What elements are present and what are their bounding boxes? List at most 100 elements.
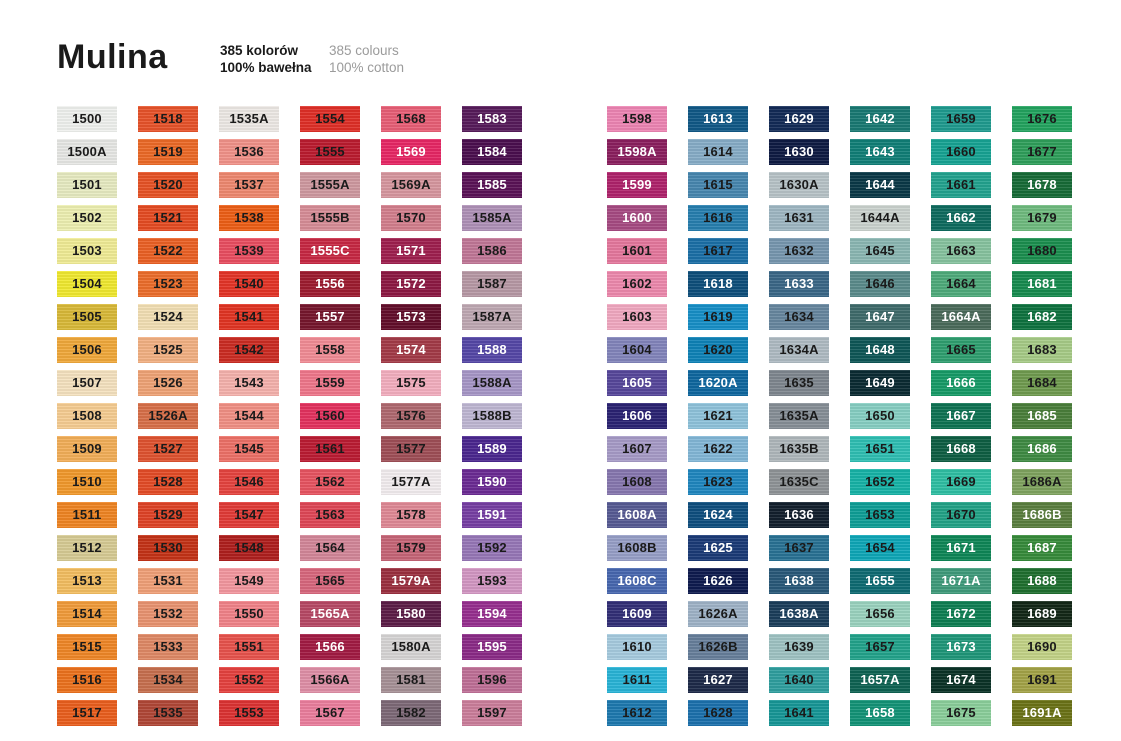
color-swatch-1577A: 1577A: [381, 469, 441, 495]
color-swatch-1536: 1536: [219, 139, 279, 165]
color-code: 1558: [315, 342, 345, 357]
color-swatch-1589: 1589: [462, 436, 522, 462]
color-code: 1635C: [779, 474, 819, 489]
color-code: 1573: [396, 309, 426, 324]
color-code: 1657: [865, 639, 895, 654]
color-swatch-1679: 1679: [1012, 205, 1072, 231]
color-code: 1668: [946, 441, 976, 456]
color-code: 1658: [865, 705, 895, 720]
color-swatch-1548: 1548: [219, 535, 279, 561]
color-code: 1652: [865, 474, 895, 489]
color-swatch-1674: 1674: [931, 667, 991, 693]
color-swatch-1682: 1682: [1012, 304, 1072, 330]
color-code: 1608B: [617, 540, 657, 555]
color-swatch-1626: 1626: [688, 568, 748, 594]
color-swatch-1644: 1644: [850, 172, 910, 198]
color-swatch-1560: 1560: [300, 403, 360, 429]
color-code: 1608A: [617, 507, 657, 522]
color-code: 1623: [703, 474, 733, 489]
color-code: 1663: [946, 243, 976, 258]
color-swatch-1557: 1557: [300, 304, 360, 330]
color-code: 1512: [72, 540, 102, 555]
color-code: 1644A: [860, 210, 900, 225]
color-swatch-1580: 1580: [381, 601, 441, 627]
color-swatch-1630A: 1630A: [769, 172, 829, 198]
color-code: 1608: [622, 474, 652, 489]
color-code: 1608C: [617, 573, 657, 588]
color-code: 1646: [865, 276, 895, 291]
color-code: 1611: [622, 672, 652, 687]
color-swatch-1683: 1683: [1012, 337, 1072, 363]
color-code: 1521: [153, 210, 183, 225]
color-code: 1631: [784, 210, 814, 225]
color-code: 1524: [153, 309, 183, 324]
color-code: 1683: [1027, 342, 1057, 357]
color-code: 1591: [477, 507, 507, 522]
color-code: 1552: [234, 672, 264, 687]
color-code: 1607: [622, 441, 652, 456]
color-swatch-1590: 1590: [462, 469, 522, 495]
color-swatch-1662: 1662: [931, 205, 991, 231]
color-swatch-1583: 1583: [462, 106, 522, 132]
color-swatch-1603: 1603: [607, 304, 667, 330]
color-swatch-1638A: 1638A: [769, 601, 829, 627]
color-swatch-1514: 1514: [57, 601, 117, 627]
swatch-column: 1568 1569 1569A 1570 1571 1572 1573 1574 1575 157…: [381, 106, 441, 733]
color-swatch-1530: 1530: [138, 535, 198, 561]
color-swatch-1678: 1678: [1012, 172, 1072, 198]
color-swatch-1546: 1546: [219, 469, 279, 495]
color-code: 1640: [784, 672, 814, 687]
color-swatch-1643: 1643: [850, 139, 910, 165]
color-code: 1583: [477, 111, 507, 126]
color-code: 1679: [1027, 210, 1057, 225]
color-swatch-1640: 1640: [769, 667, 829, 693]
color-code: 1503: [72, 243, 102, 258]
color-code: 1523: [153, 276, 183, 291]
subtitle-en-cotton: 100% cotton: [329, 60, 405, 75]
color-swatch-1601: 1601: [607, 238, 667, 264]
color-code: 1597: [477, 705, 507, 720]
color-code: 1508: [72, 408, 102, 423]
subtitle-english: 385 colours 100% cotton: [329, 42, 404, 76]
color-code: 1621: [703, 408, 733, 423]
color-swatch-1578: 1578: [381, 502, 441, 528]
color-swatch-1515: 1515: [57, 634, 117, 660]
color-code: 1667: [946, 408, 976, 423]
color-code: 1543: [234, 375, 264, 390]
color-swatch-1504: 1504: [57, 271, 117, 297]
color-swatch-1592: 1592: [462, 535, 522, 561]
color-code: 1589: [477, 441, 507, 456]
color-swatch-1633: 1633: [769, 271, 829, 297]
color-swatch-1600: 1600: [607, 205, 667, 231]
color-swatch-1599: 1599: [607, 172, 667, 198]
swatch-column: 1642 1643 1644 1644A 1645 1646 1647 1648 1649 165…: [850, 106, 910, 733]
color-code: 1588A: [472, 375, 512, 390]
color-swatch-1612: 1612: [607, 700, 667, 726]
color-code: 1567: [315, 705, 345, 720]
color-swatch-1625: 1625: [688, 535, 748, 561]
color-swatch-1559: 1559: [300, 370, 360, 396]
color-swatch-1505: 1505: [57, 304, 117, 330]
color-code: 1681: [1027, 276, 1057, 291]
color-code: 1680: [1027, 243, 1057, 258]
color-swatch-1646: 1646: [850, 271, 910, 297]
color-code: 1610: [622, 639, 652, 654]
color-code: 1649: [865, 375, 895, 390]
color-code: 1560: [315, 408, 345, 423]
color-swatch-1673: 1673: [931, 634, 991, 660]
color-code: 1620: [703, 342, 733, 357]
color-swatch-1617: 1617: [688, 238, 748, 264]
color-code: 1585: [477, 177, 507, 192]
page-title: Mulina: [57, 38, 168, 76]
color-swatch-1551: 1551: [219, 634, 279, 660]
color-code: 1627: [703, 672, 733, 687]
color-swatch-1517: 1517: [57, 700, 117, 726]
color-swatch-1568: 1568: [381, 106, 441, 132]
color-code: 1547: [234, 507, 264, 522]
color-swatch-1608C: 1608C: [607, 568, 667, 594]
color-swatch-1524: 1524: [138, 304, 198, 330]
color-swatch-1630: 1630: [769, 139, 829, 165]
color-code: 1532: [153, 606, 183, 621]
color-swatch-1649: 1649: [850, 370, 910, 396]
color-code: 1647: [865, 309, 895, 324]
